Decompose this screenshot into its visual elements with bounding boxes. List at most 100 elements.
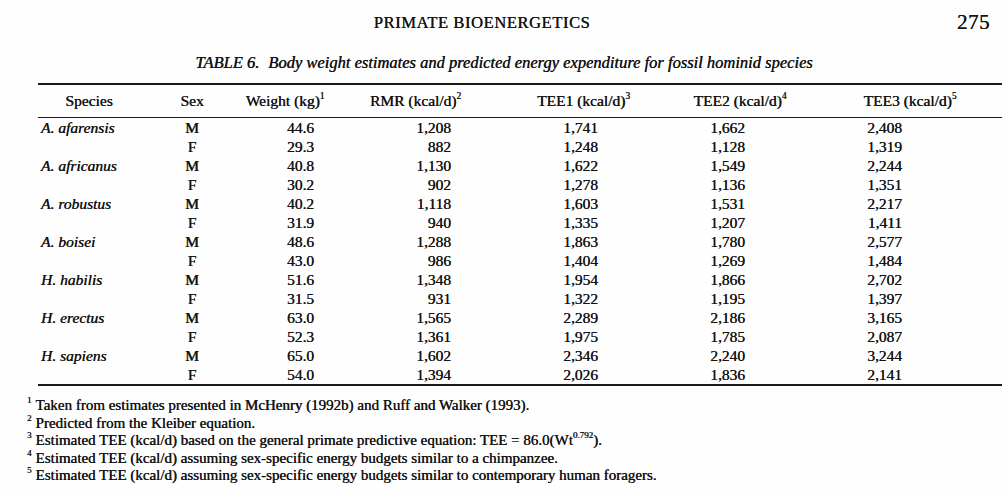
cell-sex: M [140,270,244,289]
cell-rmr: 1,348 [326,270,505,289]
footnote: 4 Estimated TEE (kcal/d) assuming sex-spe… [27,450,998,468]
cell-sex: M [140,346,244,365]
cell-weight: 54.0 [244,365,326,385]
column-header-label: TEE3 (kcal/d) [864,92,952,109]
cell-tee3: 2,702 [818,270,1002,289]
column-header-label: Weight (kg) [246,92,320,109]
footnote-text: Estimated TEE (kcal/d) assuming sex-spec… [36,467,657,483]
cell-rmr: 1,130 [326,156,505,175]
cell-species: H. sapiens [38,346,140,365]
running-head: PRIMATE BIOENERGETICS 275 [0,13,1008,39]
cell-tee1: 2,289 [505,308,662,327]
cell-species [38,365,140,385]
equation-exponent: 0.792 [573,430,593,440]
cell-tee2: 1,785 [662,327,818,346]
table-row: H. habilis M 51.6 1,348 1,954 1,866 2,70… [38,270,1002,289]
column-header-footnote-ref: 4 [782,91,787,101]
cell-weight: 40.8 [244,156,326,175]
cell-tee1: 1,741 [505,118,662,138]
cell-tee1: 2,346 [505,346,662,365]
cell-tee3: 1,484 [818,251,1002,270]
cell-tee2: 1,136 [662,175,818,194]
cell-tee1: 2,026 [505,365,662,385]
column-header-label: Species [65,92,112,109]
column-header-footnote-ref: 5 [952,91,957,101]
journal-page: PRIMATE BIOENERGETICS 275 TABLE 6. Body w… [0,0,1008,497]
cell-sex: F [140,365,244,385]
cell-weight: 48.6 [244,232,326,251]
cell-tee1: 1,954 [505,270,662,289]
footnote-marker: 4 [27,448,32,458]
table-caption: TABLE 6. Body weight estimates and predic… [0,53,1008,73]
footnote: 3Estimated TEE (kcal/d) based on the gen… [27,432,998,450]
cell-weight: 29.3 [244,137,326,156]
footnote: 1Taken from estimates presented in McHen… [27,397,998,415]
cell-tee3: 2,244 [818,156,1002,175]
cell-tee2: 2,186 [662,308,818,327]
cell-tee2: 1,549 [662,156,818,175]
table-row: A. boisei M 48.6 1,288 1,863 1,780 2,577 [38,232,1002,251]
cell-tee2: 1,780 [662,232,818,251]
footnote-text: Estimated TEE (kcal/d) assuming sex-spec… [36,450,558,466]
cell-weight: 30.2 [244,175,326,194]
table-row: F 43.0 986 1,404 1,269 1,484 [38,251,1002,270]
cell-sex: M [140,232,244,251]
cell-tee2: 1,207 [662,213,818,232]
cell-species [38,327,140,346]
table-header: Species Sex Weight (kg)1 RMR (kcal/d)2 T… [38,84,1002,118]
table-header-row: Species Sex Weight (kg)1 RMR (kcal/d)2 T… [38,84,1002,118]
table-row: F 54.0 1,394 2,026 1,836 2,141 [38,365,1002,385]
cell-species [38,175,140,194]
cell-sex: M [140,308,244,327]
cell-tee1: 1,278 [505,175,662,194]
cell-weight: 31.5 [244,289,326,308]
table-row: F 31.5 931 1,322 1,195 1,397 [38,289,1002,308]
cell-species: A. boisei [38,232,140,251]
cell-tee3: 2,408 [818,118,1002,138]
cell-rmr: 1,602 [326,346,505,365]
cell-species [38,213,140,232]
cell-sex: M [140,194,244,213]
table-caption-label: TABLE 6. [195,53,259,72]
cell-species [38,137,140,156]
cell-tee2: 1,531 [662,194,818,213]
cell-tee3: 1,411 [818,213,1002,232]
table-caption-text: Body weight estimates and predicted ener… [268,53,812,72]
cell-rmr: 1,118 [326,194,505,213]
cell-rmr: 1,565 [326,308,505,327]
table-row: A. robustus M 40.2 1,118 1,603 1,531 2,2… [38,194,1002,213]
cell-rmr: 931 [326,289,505,308]
cell-tee3: 1,351 [818,175,1002,194]
cell-tee1: 1,248 [505,137,662,156]
column-header: RMR (kcal/d)2 [326,84,505,118]
cell-species [38,251,140,270]
table-row: F 31.9 940 1,335 1,207 1,411 [38,213,1002,232]
cell-weight: 52.3 [244,327,326,346]
hominid-energetics-table: Species Sex Weight (kg)1 RMR (kcal/d)2 T… [38,83,1002,386]
column-header: Sex [140,84,244,118]
column-header-label: Sex [180,92,203,109]
cell-sex: F [140,137,244,156]
cell-rmr: 902 [326,175,505,194]
column-header: Weight (kg)1 [244,84,326,118]
cell-tee2: 1,836 [662,365,818,385]
cell-tee3: 2,217 [818,194,1002,213]
cell-weight: 31.9 [244,213,326,232]
footnote-marker: 5 [27,465,32,475]
table-footnotes: 1Taken from estimates presented in McHen… [27,397,998,485]
column-header-label: TEE2 (kcal/d) [694,92,782,109]
cell-tee3: 1,319 [818,137,1002,156]
table-row: A. africanus M 40.8 1,130 1,622 1,549 2,… [38,156,1002,175]
cell-sex: F [140,251,244,270]
cell-rmr: 1,361 [326,327,505,346]
cell-sex: F [140,327,244,346]
cell-tee3: 3,244 [818,346,1002,365]
table-row: F 52.3 1,361 1,975 1,785 2,087 [38,327,1002,346]
page-number: 275 [957,10,990,35]
cell-rmr: 1,288 [326,232,505,251]
column-header: TEE1 (kcal/d)3 [505,84,662,118]
cell-tee2: 1,866 [662,270,818,289]
cell-species: H. erectus [38,308,140,327]
cell-sex: F [140,213,244,232]
column-header: Species [38,84,140,118]
